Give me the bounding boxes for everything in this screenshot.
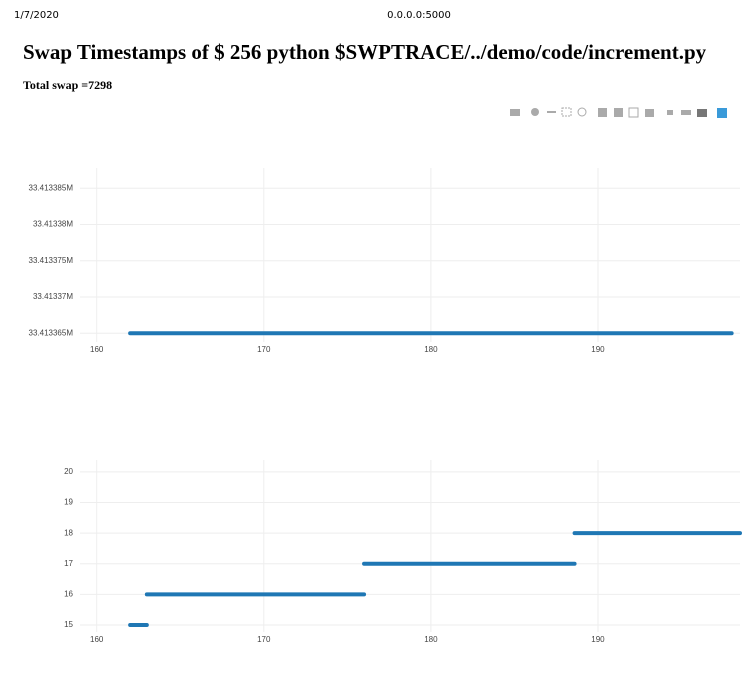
y-tick-label: 15 <box>64 620 73 629</box>
tool-hover-compare[interactable] <box>697 109 707 117</box>
x-tick-label: 190 <box>591 345 605 354</box>
toolbar <box>510 107 727 118</box>
tool-pan[interactable] <box>547 111 556 113</box>
x-tick-label: 180 <box>424 345 438 354</box>
x-tick-label: 160 <box>90 635 104 644</box>
print-date: 1/7/2020 <box>14 10 59 21</box>
tool-zoom[interactable] <box>531 108 539 116</box>
print-url: 0.0.0.0:5000 <box>387 10 451 21</box>
x-tick-label: 170 <box>257 635 271 644</box>
tool-zoom-in[interactable] <box>598 108 607 117</box>
y-tick-label: 18 <box>64 528 73 537</box>
page-title: Swap Timestamps of $ 256 python $SWPTRAC… <box>23 40 707 64</box>
tool-zoom-out[interactable] <box>614 108 623 117</box>
y-tick-label: 20 <box>64 467 73 476</box>
x-tick-label: 170 <box>257 345 271 354</box>
tool-camera[interactable] <box>510 109 520 116</box>
y-tick-label: 33.41337M <box>33 292 73 301</box>
y-tick-label: 33.413385M <box>29 183 74 192</box>
tool-plotly-logo[interactable] <box>717 108 727 118</box>
tool-spike[interactable] <box>667 110 673 115</box>
y-tick-label: 33.413365M <box>29 328 74 337</box>
x-tick-label: 180 <box>424 635 438 644</box>
tool-autoscale[interactable] <box>628 107 639 118</box>
x-tick-label: 190 <box>591 635 605 644</box>
y-tick-label: 17 <box>64 559 73 568</box>
tool-reset[interactable] <box>645 109 654 117</box>
x-tick-label: 160 <box>90 345 104 354</box>
y-tick-label: 33.41338M <box>33 220 73 229</box>
tool-box-select[interactable] <box>561 107 572 117</box>
y-tick-label: 19 <box>64 498 73 507</box>
tool-hover-closest[interactable] <box>681 110 691 115</box>
y-tick-label: 33.413375M <box>29 256 74 265</box>
series-line <box>128 531 742 627</box>
y-tick-label: 16 <box>64 589 73 598</box>
tool-lasso[interactable] <box>577 107 587 117</box>
page-subtitle: Total swap =7298 <box>23 78 112 92</box>
